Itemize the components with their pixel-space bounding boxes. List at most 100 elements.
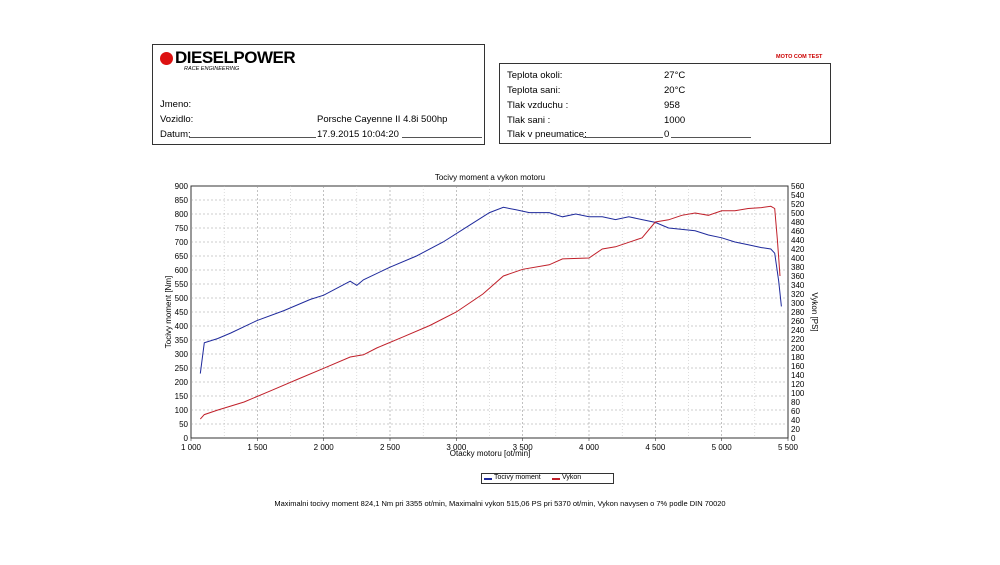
logo-swirl-icon bbox=[160, 52, 173, 65]
info-row-vozidlo: Vozidlo: bbox=[160, 114, 193, 125]
y-tick-label: 400 bbox=[175, 322, 189, 331]
chart-title: Tocivy moment a vykon motoru bbox=[435, 173, 545, 182]
x-tick-label: 5 500 bbox=[778, 443, 799, 452]
jmeno-label: Jmeno: bbox=[160, 99, 192, 110]
y-tick-label: 900 bbox=[175, 182, 189, 191]
y2-tick-label: 20 bbox=[791, 425, 800, 434]
y-tick-label: 750 bbox=[175, 224, 189, 233]
y2-tick-label: 380 bbox=[791, 263, 805, 272]
condition-label: Tlak v pneumatice: bbox=[507, 129, 587, 140]
vozidlo-value: Porsche Cayenne II 4.8i 500hp bbox=[317, 114, 448, 125]
x-tick-label: 2 000 bbox=[314, 443, 335, 452]
info-row-datum: Datum: bbox=[160, 129, 191, 140]
summary-footer: Maximalni tocivy moment 824,1 Nm pri 335… bbox=[274, 499, 726, 508]
y2-tick-label: 400 bbox=[791, 254, 805, 263]
y2-tick-label: 560 bbox=[791, 182, 805, 191]
brand-logo: DIESELPOWER bbox=[160, 48, 296, 68]
y2-axis-label: Vykon [PS] bbox=[810, 292, 819, 331]
y2-tick-label: 480 bbox=[791, 218, 805, 227]
y2-tick-label: 460 bbox=[791, 227, 805, 236]
x-tick-label: 4 500 bbox=[645, 443, 666, 452]
y-tick-label: 850 bbox=[175, 196, 189, 205]
x-tick-label: 3 500 bbox=[513, 443, 534, 452]
y2-tick-label: 340 bbox=[791, 281, 805, 290]
y2-tick-label: 80 bbox=[791, 398, 800, 407]
y2-tick-label: 440 bbox=[791, 236, 805, 245]
y2-tick-label: 40 bbox=[791, 416, 800, 425]
y2-tick-label: 260 bbox=[791, 317, 805, 326]
x-tick-label: 2 500 bbox=[380, 443, 401, 452]
y-tick-label: 250 bbox=[175, 364, 189, 373]
datum-label: Datum: bbox=[160, 129, 191, 140]
x-axis-label: Otacky motoru [ot/min] bbox=[450, 449, 530, 458]
condition-label: Tlak sani : bbox=[507, 115, 551, 126]
y2-tick-label: 220 bbox=[791, 335, 805, 344]
y2-tick-label: 100 bbox=[791, 389, 805, 398]
y2-tick-label: 200 bbox=[791, 344, 805, 353]
y-tick-label: 700 bbox=[175, 238, 189, 247]
condition-label: Teplota sani: bbox=[507, 85, 561, 96]
datum-leader-line-right bbox=[402, 137, 482, 138]
y2-tick-label: 140 bbox=[791, 371, 805, 380]
y-tick-label: 350 bbox=[175, 336, 189, 345]
y2-tick-label: 180 bbox=[791, 353, 805, 362]
y2-tick-label: 420 bbox=[791, 245, 805, 254]
y2-tick-label: 520 bbox=[791, 200, 805, 209]
series-group bbox=[199, 205, 782, 420]
y2-tick-label: 360 bbox=[791, 272, 805, 281]
y-tick-label: 800 bbox=[175, 210, 189, 219]
y2-tick-label: 320 bbox=[791, 290, 805, 299]
datum-value: 17.9.2015 10:04:20 bbox=[317, 129, 399, 140]
y2-tick-label: 240 bbox=[791, 326, 805, 335]
y-axis-ticks: 0 50 100 150 200 250 300 350 400 450 500 550 600 650 7… bbox=[175, 182, 189, 443]
y-axis-label: Tocivy moment [Nm] bbox=[164, 276, 173, 348]
condition-value: 0 bbox=[664, 129, 670, 140]
y-tick-label: 200 bbox=[175, 378, 189, 387]
y-tick-label: 600 bbox=[175, 266, 189, 275]
x-tick-label: 3 000 bbox=[446, 443, 467, 452]
condition-label: Teplota okoli: bbox=[507, 70, 563, 81]
logo-box bbox=[152, 44, 485, 94]
y2-tick-label: 160 bbox=[791, 362, 805, 371]
y2-tick-label: 60 bbox=[791, 407, 800, 416]
brand-subtitle: RACE ENGINEERING bbox=[184, 66, 240, 72]
chart-legend: Tocivy moment Vykon bbox=[481, 473, 614, 484]
x-axis-ticks: 1 000 1 500 2 000 2 500 3 000 3 500 4 000 4 500… bbox=[181, 438, 799, 452]
y-tick-label: 550 bbox=[175, 280, 189, 289]
y2-tick-label: 500 bbox=[791, 209, 805, 218]
condition-value: 1000 bbox=[664, 115, 686, 126]
power-series-line bbox=[199, 205, 781, 420]
y-tick-label: 300 bbox=[175, 350, 189, 359]
pneumatice-leader-line-right bbox=[671, 137, 751, 138]
legend-label-power: Vykon bbox=[562, 474, 582, 481]
info-row-jmeno: Jmeno: bbox=[160, 99, 191, 110]
y-tick-label: 50 bbox=[179, 420, 188, 429]
y-tick-label: 150 bbox=[175, 392, 189, 401]
condition-value: 27°C bbox=[664, 70, 686, 81]
y-tick-label: 100 bbox=[175, 406, 189, 415]
y2-tick-label: 120 bbox=[791, 380, 805, 389]
condition-value: 20°C bbox=[664, 85, 686, 96]
y2-tick-label: 280 bbox=[791, 308, 805, 317]
x-tick-label: 1 500 bbox=[247, 443, 268, 452]
y2-tick-label: 300 bbox=[791, 299, 805, 308]
torque-series-line bbox=[199, 206, 782, 374]
condition-label: Tlak vzduchu : bbox=[507, 100, 569, 111]
pneumatice-leader-line bbox=[583, 137, 663, 138]
y2-tick-label: 540 bbox=[791, 191, 805, 200]
vehicle-info-box bbox=[152, 92, 485, 145]
y-tick-label: 450 bbox=[175, 308, 189, 317]
legend-label-torque: Tocivy moment bbox=[494, 474, 541, 481]
y2-axis-ticks: 0204060801001201401601802002202402602803… bbox=[791, 182, 805, 443]
y-tick-label: 650 bbox=[175, 252, 189, 261]
x-tick-label: 1 000 bbox=[181, 443, 202, 452]
conditions-box bbox=[499, 63, 831, 144]
y-tick-label: 500 bbox=[175, 294, 189, 303]
x-tick-label: 5 000 bbox=[712, 443, 733, 452]
x-tick-label: 4 000 bbox=[579, 443, 600, 452]
legend-swatch-torque bbox=[484, 478, 492, 480]
brand-name: DIESELPOWER bbox=[175, 48, 296, 67]
legend-swatch-power bbox=[552, 478, 560, 480]
condition-value: 958 bbox=[664, 100, 680, 111]
